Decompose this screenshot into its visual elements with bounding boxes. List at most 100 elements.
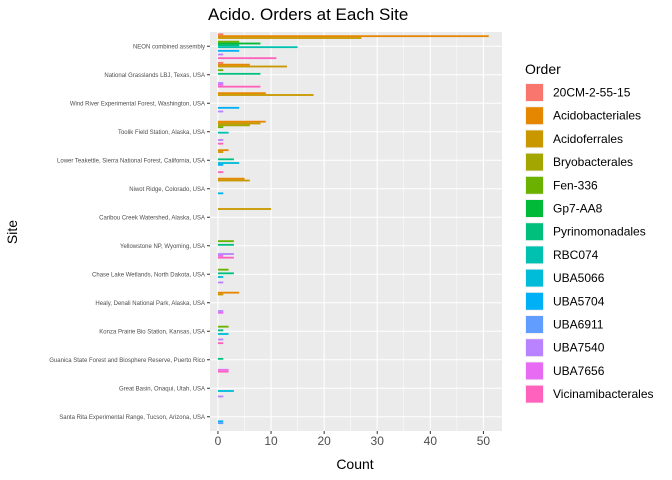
legend-key-swatch — [526, 362, 543, 380]
legend-key-swatch — [526, 316, 543, 333]
bar — [217, 110, 224, 113]
bar — [217, 158, 234, 161]
legend-key-swatch — [526, 200, 543, 217]
bar — [217, 162, 240, 164]
bar — [217, 139, 224, 141]
y-tick-label: Lower Teakettle, Sierra National Forest,… — [57, 158, 205, 164]
legend-label: Acidoferrales — [553, 132, 623, 146]
bar — [217, 422, 224, 425]
x-tick-label: 0 — [215, 434, 222, 448]
legend-key-swatch — [526, 84, 543, 101]
legend-label: Gp7-AA8 — [553, 202, 603, 216]
bar — [217, 177, 245, 180]
bar — [217, 310, 224, 312]
legend-label: UBA5704 — [553, 294, 605, 308]
bar — [217, 65, 287, 68]
bar — [217, 33, 224, 36]
bar — [217, 281, 224, 284]
bar-marks — [217, 33, 489, 425]
bar — [217, 124, 250, 127]
bar — [217, 53, 224, 56]
legend-label: Acidobacteriales — [553, 109, 641, 123]
legend-key-swatch — [526, 269, 543, 287]
chart-title: Acido. Orders at Each Site — [208, 5, 408, 24]
legend-key-swatch — [526, 176, 543, 194]
y-tick-label: Great Basin, Onaqui, Utah, USA — [119, 386, 205, 392]
bar — [217, 325, 229, 328]
bar — [217, 37, 362, 39]
bar — [217, 40, 240, 43]
legend-key-swatch — [526, 292, 543, 310]
bar — [217, 131, 229, 134]
y-tick-label: Niwot Ridge, Colorado, USA — [129, 187, 205, 193]
bar — [217, 171, 224, 174]
y-tick-label: Santa Rita Experimental Range, Tucson, A… — [59, 415, 205, 421]
bar — [217, 106, 240, 109]
legend-label: UBA5066 — [553, 271, 605, 285]
x-tick-label: 40 — [424, 434, 438, 448]
y-tick-label: Yellowstone NP, Wyoming, USA — [120, 244, 205, 250]
bar — [217, 61, 224, 64]
bar — [217, 342, 224, 345]
bar — [217, 254, 224, 257]
bar — [217, 256, 234, 259]
legend-label: Pyrinomonadales — [553, 225, 646, 239]
legend-label: RBC074 — [553, 248, 599, 262]
plot-panel — [210, 32, 502, 431]
bar — [217, 82, 224, 84]
bar — [217, 272, 234, 275]
bar — [217, 333, 229, 335]
x-tick-label: 20 — [317, 434, 331, 448]
bar — [217, 44, 240, 47]
x-tick-labels: 0 10 20 30 40 50 — [215, 431, 491, 448]
bar — [217, 368, 229, 371]
bar — [217, 240, 234, 243]
bar — [217, 291, 240, 294]
legend-key-swatch — [526, 339, 543, 357]
bar — [217, 94, 314, 96]
legend-label: Vicinamibacterales — [553, 387, 654, 401]
x-axis-title: Count — [336, 456, 373, 472]
bar — [217, 329, 224, 332]
bar — [217, 35, 489, 38]
legend-label: UBA7656 — [553, 364, 605, 378]
bar — [217, 92, 266, 95]
bar — [217, 243, 234, 246]
legend: Order 20CM-2-55-15 Acidobacteriales Acidof… — [525, 61, 654, 404]
y-tick-label: National Grasslands LBJ, Texas, USA — [104, 73, 205, 79]
legend-title: Order — [525, 61, 561, 77]
y-axis-title: Site — [4, 220, 20, 244]
y-tick-label: NEON combined assembly — [133, 44, 205, 50]
bar — [217, 268, 229, 271]
y-tick-label: Toolik Field Station, Alaska, USA — [118, 130, 205, 136]
bar — [217, 85, 261, 88]
bar — [217, 179, 250, 182]
legend-label: Fen-336 — [553, 178, 598, 192]
bar — [217, 42, 261, 45]
y-tick-label: Healy, Denali National Park, Alaska, USA — [95, 301, 205, 307]
bar — [217, 276, 224, 278]
bar — [217, 49, 240, 52]
bar — [217, 63, 250, 66]
legend-key-swatch — [526, 130, 543, 148]
bar — [217, 208, 272, 210]
legend-key-swatch — [526, 153, 543, 171]
bar — [217, 311, 224, 314]
bar — [217, 151, 224, 153]
bar — [217, 293, 224, 296]
legend-key-swatch — [526, 107, 543, 125]
bar — [217, 126, 224, 129]
x-tick-label: 50 — [477, 434, 491, 448]
bar — [217, 390, 234, 392]
legend-label: Bryobacterales — [553, 155, 633, 169]
legend-key-swatch — [526, 385, 543, 403]
bar — [217, 357, 224, 360]
bar — [217, 420, 224, 423]
bar — [217, 83, 224, 86]
y-tick-label: Konza Prairie Bio Station, Kansas, USA — [99, 329, 205, 335]
bar — [217, 72, 261, 75]
bar — [217, 192, 224, 195]
y-tick-label: Wind River Experimental Forest, Washingt… — [70, 101, 205, 107]
legend-key-swatch — [526, 246, 543, 264]
